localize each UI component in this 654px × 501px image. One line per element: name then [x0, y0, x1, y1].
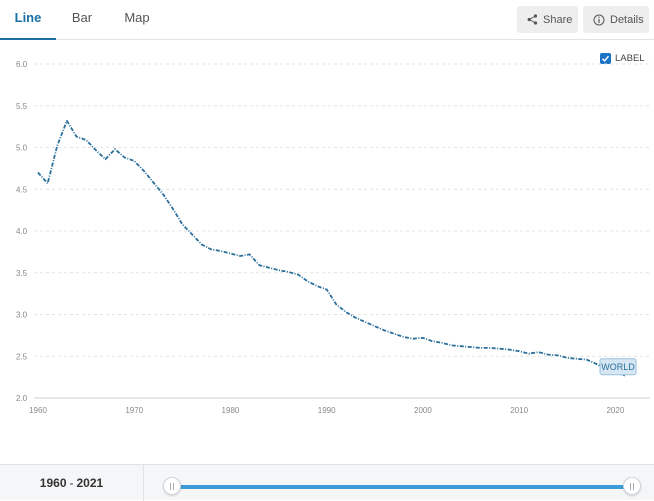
y-tick-label: 3.0	[16, 311, 28, 320]
x-tick-label: 1960	[29, 406, 47, 415]
range-separator: -	[69, 476, 74, 490]
tab-map[interactable]: Map	[124, 10, 150, 25]
tab-bar[interactable]: Bar	[71, 10, 93, 25]
share-label: Share	[543, 13, 573, 26]
year-range-footer: 1960 - 2021	[0, 464, 654, 501]
range-start: 1960	[39, 476, 67, 490]
y-tick-label: 5.5	[16, 102, 28, 111]
series-label-box	[599, 358, 637, 376]
info-icon	[593, 14, 605, 26]
x-tick-label: 2000	[414, 406, 432, 415]
details-label: Details	[610, 13, 644, 26]
details-button[interactable]: Details	[583, 6, 649, 33]
x-tick-label: 1980	[222, 406, 240, 415]
year-range-label: 1960 - 2021	[0, 465, 144, 501]
slider-handle-start[interactable]	[163, 477, 181, 495]
share-icon	[527, 14, 538, 25]
year-range-slider-track[interactable]	[172, 485, 632, 489]
x-tick-label: 1990	[318, 406, 336, 415]
range-end: 2021	[76, 476, 104, 490]
slider-handle-end[interactable]	[623, 477, 641, 495]
y-tick-label: 3.5	[16, 269, 28, 278]
label-toggle[interactable]: LABEL	[600, 51, 645, 65]
x-tick-label: 1970	[125, 406, 143, 415]
y-tick-label: 4.0	[16, 227, 28, 236]
checkmark-icon	[601, 55, 610, 62]
visualization-tabs-bar: Line Bar Map Share Details	[0, 0, 654, 40]
tab-line[interactable]: Line	[0, 0, 56, 40]
y-tick-label: 4.5	[16, 185, 28, 194]
x-tick-label: 2020	[606, 406, 624, 415]
x-tick-label: 2010	[510, 406, 528, 415]
y-tick-label: 2.5	[16, 352, 28, 361]
y-tick-label: 2.0	[16, 394, 28, 403]
series-label: WORLD	[601, 362, 635, 372]
series-line-world	[37, 119, 626, 377]
label-checkbox[interactable]	[600, 52, 611, 64]
label-toggle-text: LABEL	[615, 52, 645, 64]
y-tick-label: 6.0	[16, 60, 28, 69]
y-tick-label: 5.0	[16, 144, 28, 153]
share-button[interactable]: Share	[517, 6, 578, 33]
